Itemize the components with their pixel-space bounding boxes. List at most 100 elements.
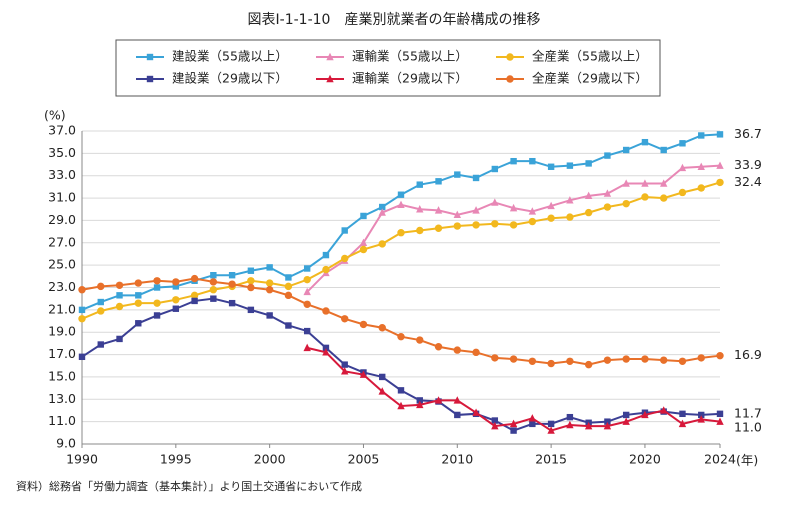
- legend-label: 建設業（29歳以下）: [172, 71, 288, 86]
- end-label: 33.9: [734, 157, 762, 172]
- marker: [322, 251, 330, 259]
- marker: [303, 287, 311, 296]
- x-tick-label: 2015: [535, 452, 567, 467]
- marker: [529, 157, 536, 165]
- legend-marker: [146, 75, 154, 83]
- marker: [716, 351, 724, 360]
- y-axis-label: (%): [44, 108, 66, 123]
- marker: [97, 307, 105, 315]
- marker: [660, 146, 667, 154]
- marker: [247, 306, 255, 314]
- marker: [510, 427, 517, 434]
- marker: [416, 400, 424, 409]
- marker: [135, 320, 142, 327]
- marker: [547, 420, 555, 428]
- series-line: [81, 277, 721, 366]
- legend-marker: [326, 52, 334, 61]
- marker: [266, 312, 273, 319]
- marker: [397, 332, 405, 341]
- end-label: 11.0: [734, 419, 762, 434]
- marker: [566, 162, 574, 169]
- marker: [172, 283, 180, 290]
- marker: [228, 280, 236, 288]
- marker: [453, 210, 461, 219]
- y-tick-label: 29.0: [48, 212, 76, 227]
- y-tick-label: 23.0: [48, 279, 76, 294]
- legend-marker: [146, 53, 154, 61]
- marker: [378, 387, 386, 395]
- marker: [397, 200, 405, 208]
- x-tick-label: 2020: [629, 452, 661, 467]
- marker: [472, 348, 480, 357]
- marker: [284, 291, 293, 300]
- chart-title: 図表Ⅰ-1-1-10 産業別就業者の年齢構成の推移: [248, 12, 541, 28]
- marker: [529, 420, 536, 428]
- marker: [566, 357, 574, 365]
- marker: [247, 283, 255, 292]
- marker: [416, 205, 424, 213]
- marker: [153, 277, 161, 285]
- marker: [435, 178, 442, 185]
- marker: [678, 163, 687, 172]
- marker: [341, 361, 348, 368]
- marker: [378, 240, 386, 248]
- legend-label: 運輸業（29歳以下）: [352, 71, 468, 86]
- marker: [547, 426, 555, 434]
- marker: [322, 307, 330, 315]
- marker: [641, 138, 649, 146]
- legend-marker: [506, 75, 514, 83]
- marker: [584, 191, 593, 200]
- marker: [566, 196, 574, 204]
- marker: [641, 193, 649, 201]
- marker: [322, 344, 330, 352]
- marker: [397, 387, 405, 394]
- marker: [322, 265, 330, 274]
- marker: [265, 279, 274, 287]
- marker: [416, 336, 424, 344]
- x-tick-label: 1995: [160, 452, 192, 467]
- marker: [547, 214, 555, 222]
- marker: [78, 286, 86, 294]
- legend-box: [115, 39, 661, 97]
- x-axis-label: (年): [736, 453, 758, 468]
- marker: [509, 221, 518, 229]
- marker: [116, 335, 123, 343]
- marker: [679, 410, 686, 418]
- marker: [341, 254, 349, 263]
- marker: [378, 208, 386, 216]
- marker: [698, 132, 705, 139]
- marker: [397, 229, 405, 237]
- legend-label: 運輸業（55歳以上）: [352, 49, 468, 64]
- marker: [228, 272, 236, 279]
- marker: [660, 406, 668, 414]
- marker: [209, 286, 218, 294]
- marker: [209, 278, 218, 286]
- marker: [172, 278, 180, 286]
- y-tick-label: 21.0: [48, 301, 76, 316]
- marker: [378, 324, 386, 332]
- marker: [697, 162, 705, 170]
- legend-label: 建設業（55歳以上）: [172, 49, 288, 64]
- marker: [716, 178, 724, 187]
- series-line: [81, 297, 721, 432]
- marker: [341, 367, 349, 375]
- marker: [434, 224, 443, 232]
- marker: [566, 420, 574, 429]
- marker: [265, 286, 274, 294]
- marker: [303, 265, 311, 272]
- marker: [491, 220, 499, 228]
- marker: [528, 414, 537, 422]
- marker: [135, 292, 142, 299]
- marker: [697, 184, 705, 192]
- marker: [660, 356, 668, 364]
- marker: [716, 131, 724, 138]
- marker: [678, 188, 687, 197]
- marker: [416, 181, 423, 188]
- marker: [78, 315, 86, 323]
- source-note: 資料）総務省「労働力調査（基本集計）」より国土交通省において作成: [16, 479, 362, 493]
- y-tick-label: 9.0: [56, 436, 76, 451]
- marker: [247, 277, 255, 285]
- marker: [453, 396, 461, 404]
- marker: [284, 282, 293, 291]
